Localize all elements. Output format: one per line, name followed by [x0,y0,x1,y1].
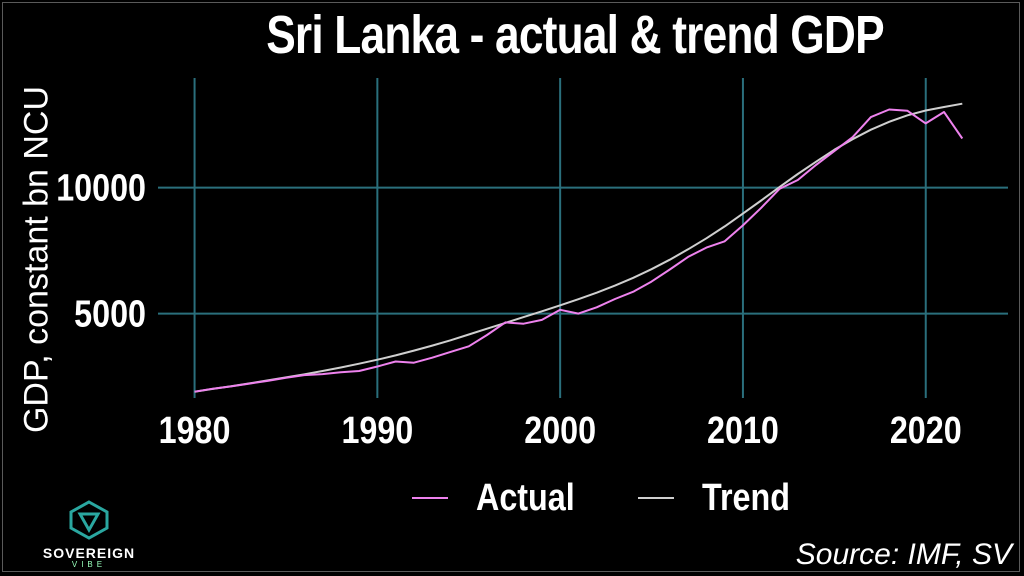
series-line-trend [194,102,963,393]
logo-name: SOVEREIGN [42,545,136,561]
legend-swatch-actual [412,497,448,499]
grid-lines [158,78,1008,398]
logo-subtitle: VIBE [71,560,107,569]
x-tick-label-2000: 2000 [524,410,596,452]
series-line-actual [194,108,964,393]
legend-swatch-trend [638,497,675,499]
x-tick-label-2010: 2010 [707,410,779,452]
y-tick-labels: 5000 10000 [56,167,146,335]
chart-title: Sri Lanka - actual & trend GDP [266,5,884,65]
y-tick-label-5000: 5000 [74,293,146,335]
legend-item-actual: Actual [412,477,592,520]
x-tick-labels: 1980 1990 2000 2010 2020 [159,410,962,452]
series-lines [194,102,964,393]
legend-item-trend: Trend [638,477,805,520]
source-note: Source: IMF, SV [795,538,1012,571]
legend-label-trend: Trend [702,476,791,519]
y-tick-label-10000: 10000 [56,167,146,209]
x-tick-label-1980: 1980 [159,410,231,452]
legend: Actual Trend [412,476,852,520]
legend-label-actual: Actual [476,476,575,519]
sovereign-vibe-logo: SOVEREIGN VIBE [34,500,144,569]
logo-emblem-icon [69,500,109,540]
x-tick-label-2020: 2020 [890,410,962,452]
x-tick-label-1990: 1990 [341,410,413,452]
